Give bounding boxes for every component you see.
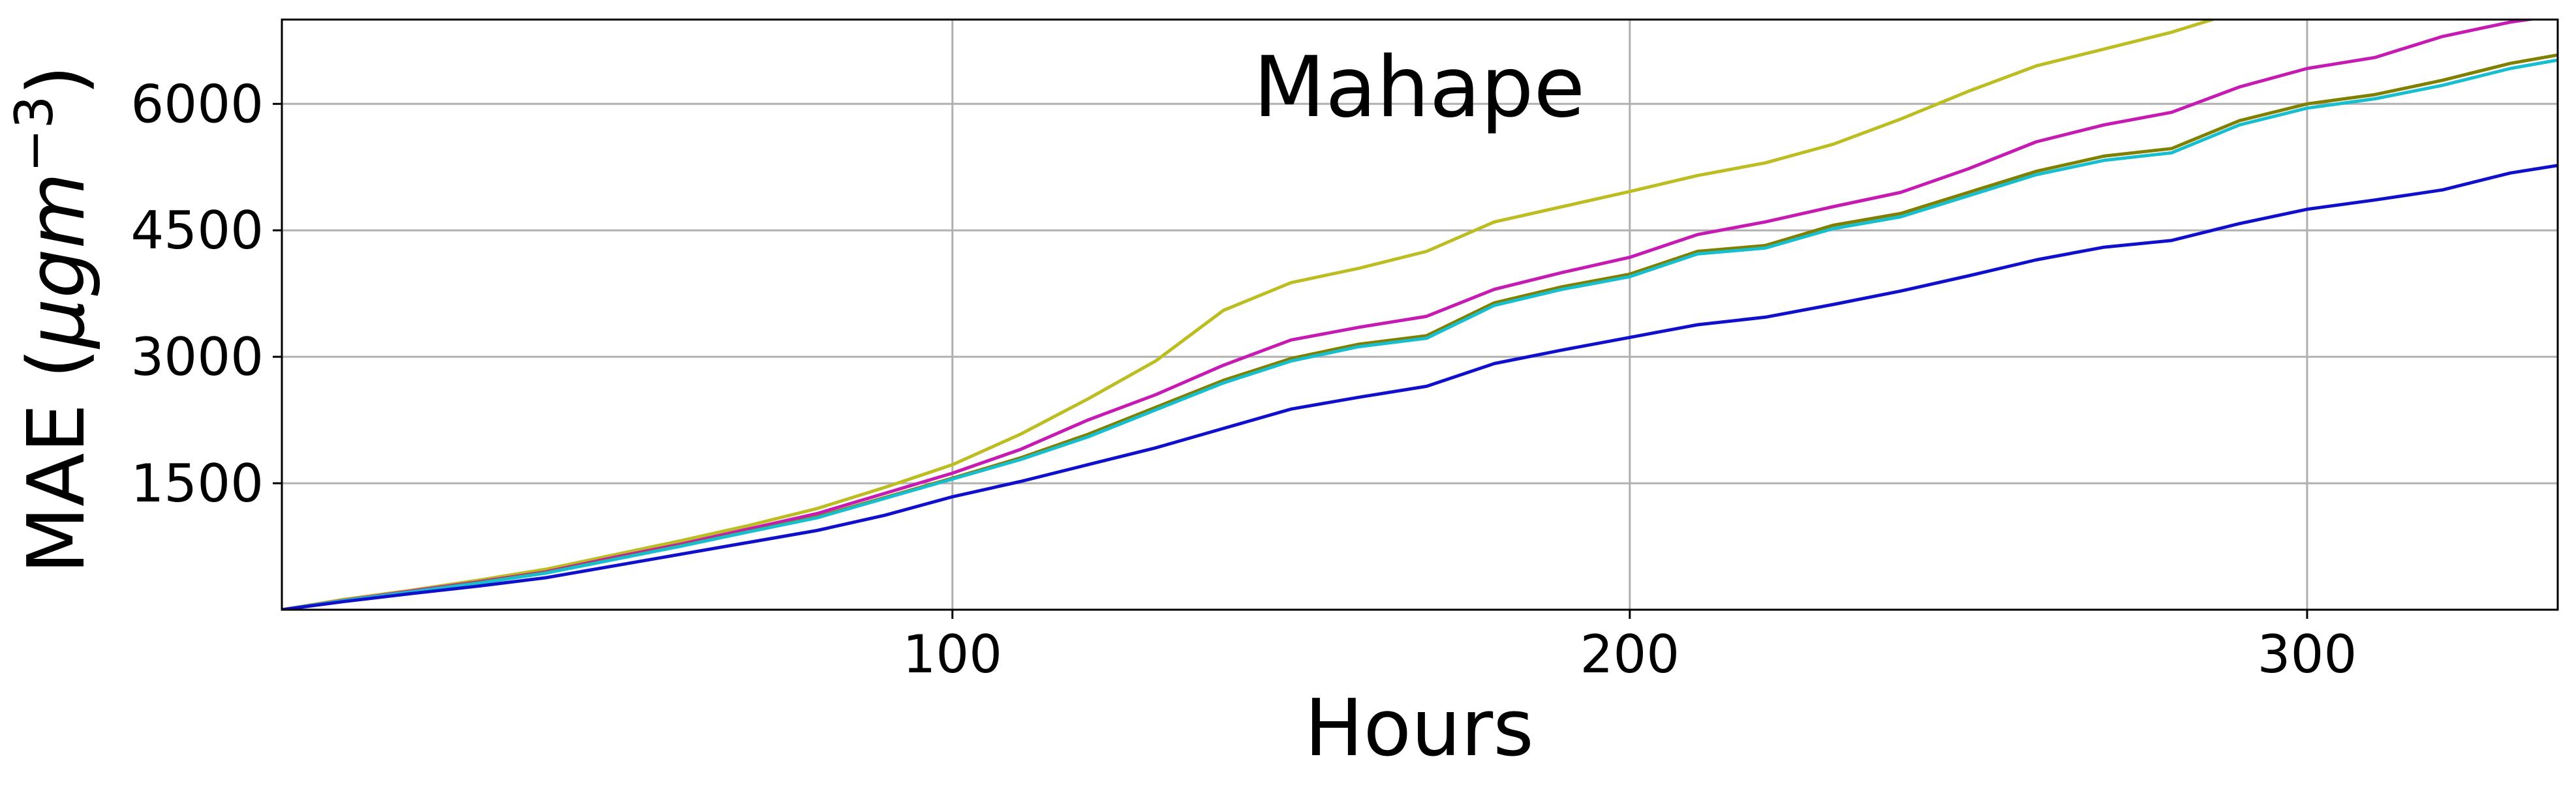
tick-labels: 100 200 300 1500 3000 4500 6000 — [130, 74, 2357, 685]
y-axis-title-main: MAE ( — [12, 348, 102, 574]
y-tick-label: 6000 — [130, 74, 264, 134]
x-tick-label: 100 — [902, 624, 1002, 685]
x-tick-label: 200 — [1580, 624, 1679, 685]
y-tick-label: 1500 — [130, 453, 264, 514]
y-axis-title-exponent: −3 — [4, 96, 65, 173]
x-axis-title: Hours — [1304, 683, 1534, 774]
series-lines — [282, 20, 2558, 610]
series-line — [282, 20, 2218, 610]
x-tick-label: 300 — [2258, 624, 2357, 685]
y-axis-title: MAE (μgm−3) — [4, 65, 102, 575]
series-line — [282, 58, 2558, 610]
y-tick-label: 4500 — [130, 200, 264, 261]
y-axis-title-unit: gm — [12, 172, 102, 298]
y-axis-title-close: ) — [12, 65, 102, 96]
grid — [282, 20, 2558, 610]
series-line — [282, 164, 2558, 610]
y-axis-title-mu: μ — [12, 299, 102, 350]
chart-title: Mahape — [1253, 39, 1585, 136]
plot-frame — [281, 18, 2559, 611]
y-tick-label: 3000 — [130, 327, 264, 387]
